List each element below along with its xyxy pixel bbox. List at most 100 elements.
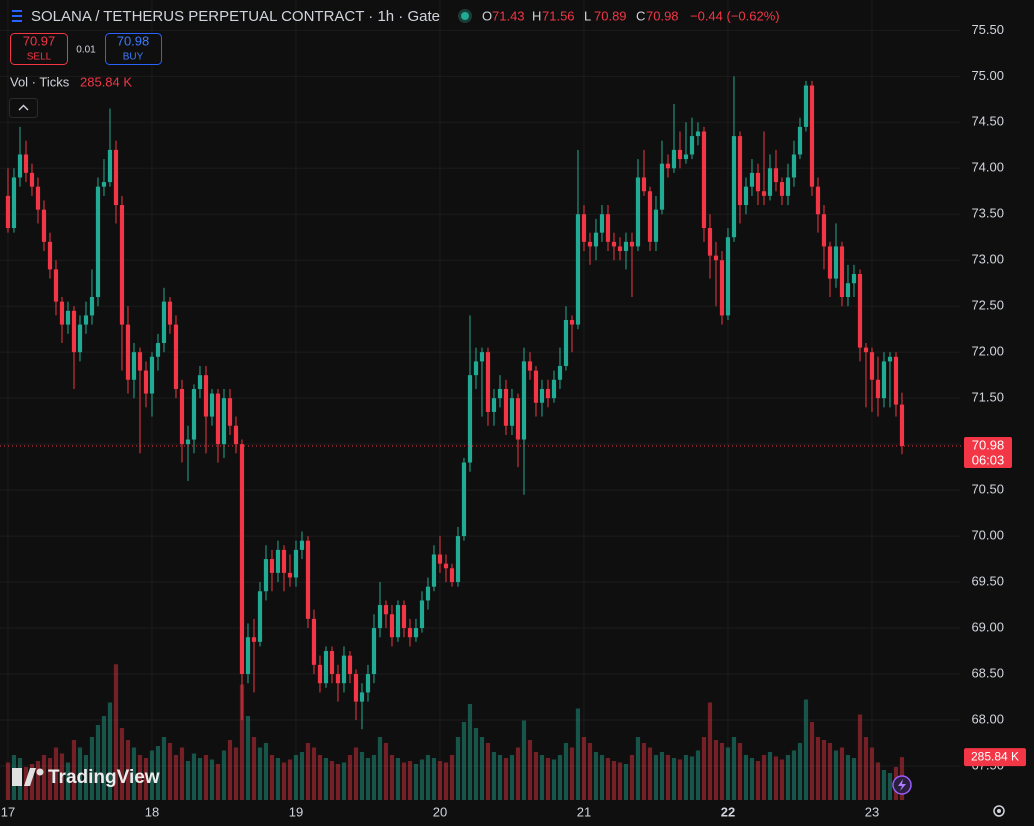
collapse-button[interactable] xyxy=(9,98,38,118)
candle-body xyxy=(173,324,179,389)
y-tick-label: 71.50 xyxy=(971,390,1004,405)
candle-body xyxy=(203,375,209,417)
change-value: −0.44 (−0.62%) xyxy=(690,8,780,23)
candle-body xyxy=(353,674,359,702)
candle-body xyxy=(47,241,53,270)
candle-body xyxy=(587,241,593,247)
candle-body xyxy=(641,177,647,192)
sell-price: 70.97 xyxy=(23,33,56,48)
candle-body xyxy=(359,692,365,702)
candle-body xyxy=(443,563,449,569)
volume-bar xyxy=(89,737,95,800)
volume-bar xyxy=(839,747,845,800)
volume-bar xyxy=(665,755,671,800)
candle-body xyxy=(209,393,215,417)
candle-body xyxy=(701,131,707,229)
volume-bar xyxy=(437,761,443,800)
menu-icon xyxy=(12,20,22,22)
volume-bar xyxy=(731,737,737,800)
volume-bar xyxy=(749,758,755,800)
volume-bar xyxy=(575,708,581,800)
buy-button[interactable] xyxy=(105,33,162,65)
volume-bar xyxy=(293,755,299,800)
settings-icon[interactable] xyxy=(993,805,1005,817)
candle-body xyxy=(695,131,701,137)
candle-body xyxy=(365,674,371,693)
candle-body xyxy=(389,614,395,638)
overlay: SOLANA / TETHERUS PERPETUAL CONTRACT · 1… xyxy=(9,8,1005,817)
buy-price: 70.98 xyxy=(117,33,150,48)
volume-bar xyxy=(701,737,707,800)
volume-bar xyxy=(197,758,203,800)
candle-body xyxy=(503,388,509,426)
volume-bar xyxy=(161,737,167,800)
volume-bar xyxy=(95,725,101,800)
sell-label: SELL xyxy=(27,52,52,63)
volume-bar xyxy=(467,704,473,800)
candle-body xyxy=(869,352,875,380)
volume-bar xyxy=(305,743,311,800)
candle-body xyxy=(803,85,809,127)
volume-bar xyxy=(629,755,635,800)
candle-body xyxy=(551,379,557,399)
candle-body xyxy=(89,297,95,316)
x-tick-label: 21 xyxy=(577,804,591,819)
ohlc-values: O 71.43 H 71.56 L 70.89 C 70.98 −0.44 (−0.62%) xyxy=(482,8,780,23)
volume-bar xyxy=(773,756,779,800)
volume-bar xyxy=(683,755,689,800)
candle-body xyxy=(473,361,479,376)
candle-body xyxy=(623,241,629,252)
volume-bar xyxy=(491,752,497,800)
volume-bar xyxy=(203,755,209,800)
volume-bar xyxy=(41,755,47,800)
lightning-icon xyxy=(898,779,906,791)
volume-bar xyxy=(431,758,437,800)
y-tick-label: 75.00 xyxy=(971,68,1004,83)
volume-bar xyxy=(281,762,287,800)
candle-body xyxy=(509,398,515,426)
candle-body xyxy=(149,356,155,394)
volume-bar xyxy=(179,747,185,800)
volume-bar xyxy=(809,722,815,800)
volume-bar xyxy=(35,761,41,800)
y-tick-label: 69.00 xyxy=(971,619,1004,634)
volume-bar xyxy=(797,743,803,800)
volume-bar xyxy=(287,759,293,800)
volume-bar xyxy=(131,747,137,800)
candle-body xyxy=(131,352,137,380)
y-tick-label: 68.00 xyxy=(971,711,1004,726)
candle-body xyxy=(497,388,503,399)
volume-bar xyxy=(341,762,347,800)
volume-bar xyxy=(227,740,233,800)
menu-icon[interactable] xyxy=(12,10,22,12)
candle-body xyxy=(731,136,737,238)
volume-bar xyxy=(635,737,641,800)
candle-body xyxy=(401,605,407,629)
candle-body xyxy=(191,388,197,440)
ohlc-key: C xyxy=(636,8,645,23)
candle-body xyxy=(11,177,17,229)
candle-body xyxy=(113,149,119,206)
candle-body xyxy=(545,388,551,399)
candle-body xyxy=(377,605,383,629)
volume-bar xyxy=(605,758,611,800)
sell-button[interactable] xyxy=(10,33,68,65)
volume-bar xyxy=(641,743,647,800)
last-volume-badge xyxy=(964,748,1026,767)
candle-body xyxy=(77,324,83,353)
volume-bar xyxy=(119,728,125,800)
volume-bar xyxy=(767,752,773,800)
candle-body xyxy=(689,136,695,155)
y-tick-label: 72.00 xyxy=(971,344,1004,359)
candle-body xyxy=(515,398,521,440)
candle-body xyxy=(605,214,611,242)
ohlc-value: 70.89 xyxy=(594,8,627,23)
volume-bar xyxy=(215,764,221,800)
candle-body xyxy=(581,214,587,242)
candle-body xyxy=(275,549,281,573)
volume-bar xyxy=(263,743,269,800)
x-tick-label: 23 xyxy=(865,804,879,819)
volume-bar xyxy=(5,762,11,800)
candle-body xyxy=(671,149,677,169)
